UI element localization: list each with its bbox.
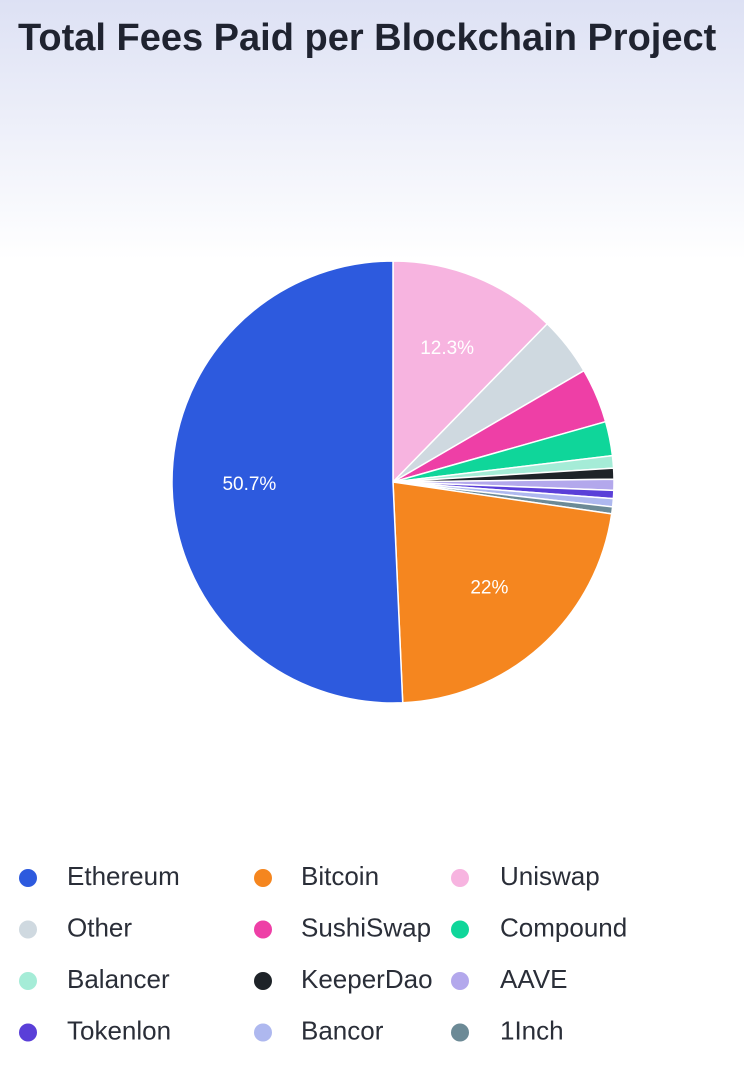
data-label: 50.7% [222, 474, 276, 495]
legend-label: Balancer [67, 964, 170, 994]
legend-label: SushiSwap [301, 912, 431, 942]
legend-label: Bancor [301, 1015, 384, 1045]
pie-slice [392, 260, 549, 484]
legend-marker [19, 1023, 37, 1042]
legend-marker [254, 1023, 272, 1042]
legend-marker [451, 972, 469, 990]
legend-label: AAVE [500, 964, 567, 994]
legend-label: Compound [500, 912, 627, 942]
legend-marker [254, 972, 272, 990]
legend-label: KeeperDao [301, 964, 433, 994]
legend-marker [19, 972, 37, 990]
pie-slice [392, 481, 613, 704]
legend-marker [451, 1023, 469, 1042]
legend-label: Ethereum [67, 861, 180, 891]
legend-marker [19, 920, 37, 939]
data-label: 12.3% [420, 338, 474, 359]
legend-marker [451, 920, 469, 939]
legend-label: 1Inch [500, 1015, 564, 1045]
legend-marker [19, 869, 37, 887]
pie-slice [171, 260, 404, 704]
chart-title: Total Fees Paid per Blockchain Project [18, 17, 717, 59]
legend-label: Tokenlon [67, 1015, 171, 1045]
legend-marker [254, 869, 272, 887]
legend-marker [254, 920, 272, 939]
legend-label: Other [67, 912, 132, 942]
data-label: 22% [470, 578, 508, 599]
legend-marker [451, 869, 469, 887]
legend-label: Bitcoin [301, 861, 379, 891]
legend-label: Uniswap [500, 861, 600, 891]
